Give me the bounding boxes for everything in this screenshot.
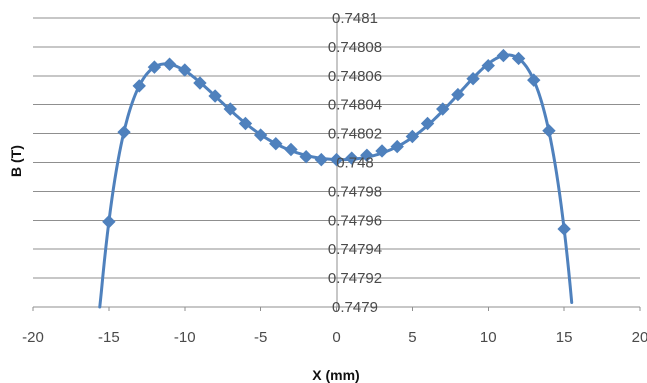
y-tick-label-4: 0.74798 (328, 183, 382, 200)
data-point-30 (557, 222, 571, 236)
data-point-6 (193, 76, 207, 90)
data-point-14 (314, 152, 329, 167)
y-tick-label-8: 0.74806 (328, 68, 382, 85)
data-point-7 (208, 89, 222, 103)
data-point-1 (117, 125, 131, 139)
data-point-20 (405, 129, 420, 144)
data-point-18 (375, 144, 389, 158)
x-tick-label-0: -20 (22, 329, 44, 346)
data-point-15 (329, 152, 344, 167)
data-point-3 (147, 60, 162, 74)
series-group (98, 48, 574, 309)
data-point-10 (253, 128, 268, 142)
data-point-16 (344, 151, 359, 165)
data-point-12 (284, 142, 298, 157)
data-point-0 (102, 215, 116, 229)
x-tick-label-5: 5 (408, 329, 416, 346)
data-point-28 (527, 73, 541, 87)
x-tick-label-1: -15 (98, 329, 120, 346)
x-tick-label-6: 10 (480, 329, 497, 346)
data-point-29 (542, 124, 556, 138)
y-tick-label-1: 0.74792 (328, 270, 382, 287)
y-tick-label-6: 0.74802 (328, 126, 382, 143)
y-tick-label-5: 0.748 (336, 155, 374, 172)
data-point-11 (269, 137, 283, 151)
x-tick-label-3: -5 (254, 329, 267, 346)
y-tick-label-0: 0.7479 (332, 299, 378, 316)
data-point-4 (162, 57, 177, 71)
x-tick-label-4: 0 (332, 329, 340, 346)
y-tick-label-3: 0.74796 (328, 212, 382, 229)
data-point-17 (360, 148, 374, 162)
data-point-22 (436, 102, 450, 116)
data-point-25 (481, 58, 495, 73)
data-point-5 (178, 63, 192, 77)
x-tick-label-7: 15 (556, 329, 573, 346)
y-axis-label: B (T) (8, 145, 24, 177)
x-axis-label: X (mm) (312, 367, 359, 383)
data-point-9 (238, 116, 253, 131)
data-point-23 (451, 87, 465, 102)
y-tick-label-10: 0.7481 (332, 10, 378, 27)
data-point-21 (420, 116, 435, 131)
y-tick-label-7: 0.74804 (328, 97, 382, 114)
data-point-24 (466, 71, 480, 86)
data-point-26 (496, 48, 511, 63)
y-tick-label-2: 0.74794 (328, 241, 382, 258)
y-tick-label-9: 0.74808 (328, 39, 382, 56)
data-point-27 (511, 51, 526, 66)
y-tick-labels: 0.74790.747920.747940.747960.747980.7480… (328, 10, 382, 316)
data-point-2 (132, 79, 146, 93)
x-tick-labels: -20 -15 -10 -5 0 5 10 15 20 (22, 329, 647, 346)
x-tick-label-2: -10 (174, 329, 196, 346)
x-tick-label-8: 20 (632, 329, 647, 346)
data-point-13 (299, 150, 313, 164)
data-point-8 (223, 102, 237, 116)
data-point-19 (390, 139, 404, 154)
